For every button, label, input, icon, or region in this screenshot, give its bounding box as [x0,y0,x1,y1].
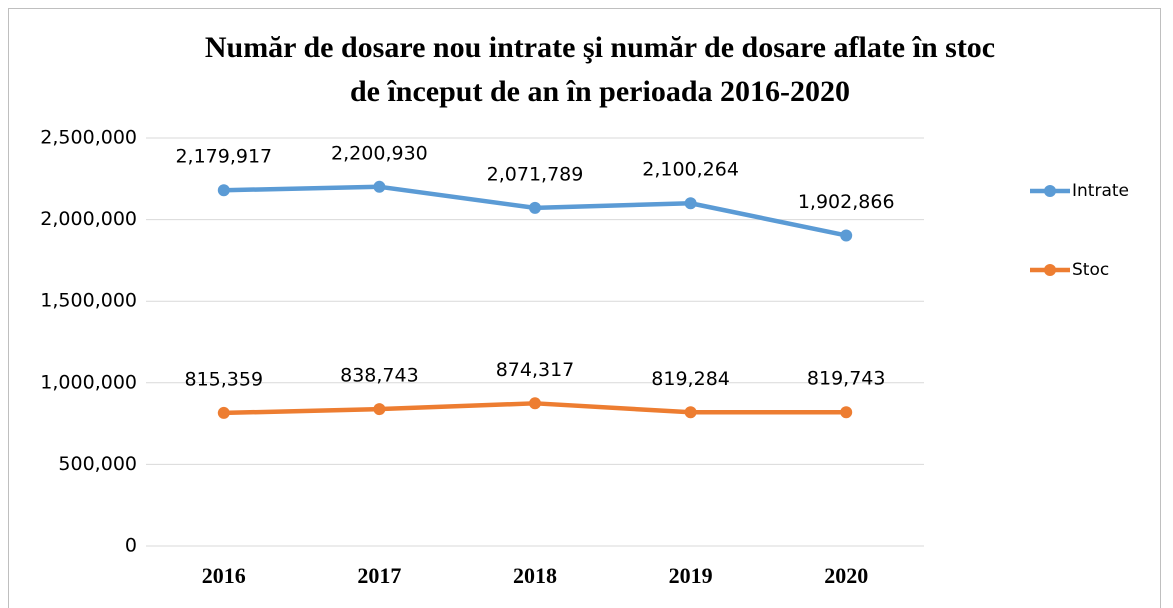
chart-title: de început de an în perioada 2016-2020 [350,75,850,108]
data-label: 1,902,866 [798,191,895,213]
data-label: 819,284 [651,368,730,390]
legend-label: Stoc [1072,260,1109,280]
y-tick-label: 1,000,000 [40,371,137,393]
y-tick-label: 0 [125,535,137,557]
data-point [684,406,697,419]
legend-label: Intrate [1072,181,1129,201]
y-tick-label: 500,000 [58,453,137,475]
y-tick-label: 1,500,000 [40,290,137,312]
data-label: 874,317 [496,359,575,381]
y-tick-label: 2,000,000 [40,208,137,230]
data-label: 2,179,917 [175,146,272,168]
y-tick-label: 2,500,000 [40,127,137,149]
data-label: 2,071,789 [487,163,584,185]
data-point [840,229,853,242]
data-point [217,406,230,419]
data-point [529,397,541,410]
x-tick-label: 2018 [513,563,557,588]
data-label: 815,359 [185,368,264,390]
x-tick-label: 2017 [357,563,401,588]
data-point [840,406,853,419]
data-label: 838,743 [340,365,419,387]
data-label: 2,100,264 [642,159,739,181]
data-point [373,180,386,193]
x-tick-label: 2016 [202,563,246,588]
data-point [684,197,697,210]
chart-title: Număr de dosare nou intrate şi număr de … [205,31,995,64]
x-tick-label: 2019 [669,563,713,588]
legend-marker [1044,264,1056,276]
data-label: 2,200,930 [331,142,428,164]
data-point [217,184,230,197]
data-point [373,403,386,416]
x-tick-label: 2020 [824,563,868,588]
chart-frame [8,8,1161,608]
legend-marker [1044,185,1056,197]
data-point [529,201,541,214]
data-label: 819,743 [807,368,886,390]
